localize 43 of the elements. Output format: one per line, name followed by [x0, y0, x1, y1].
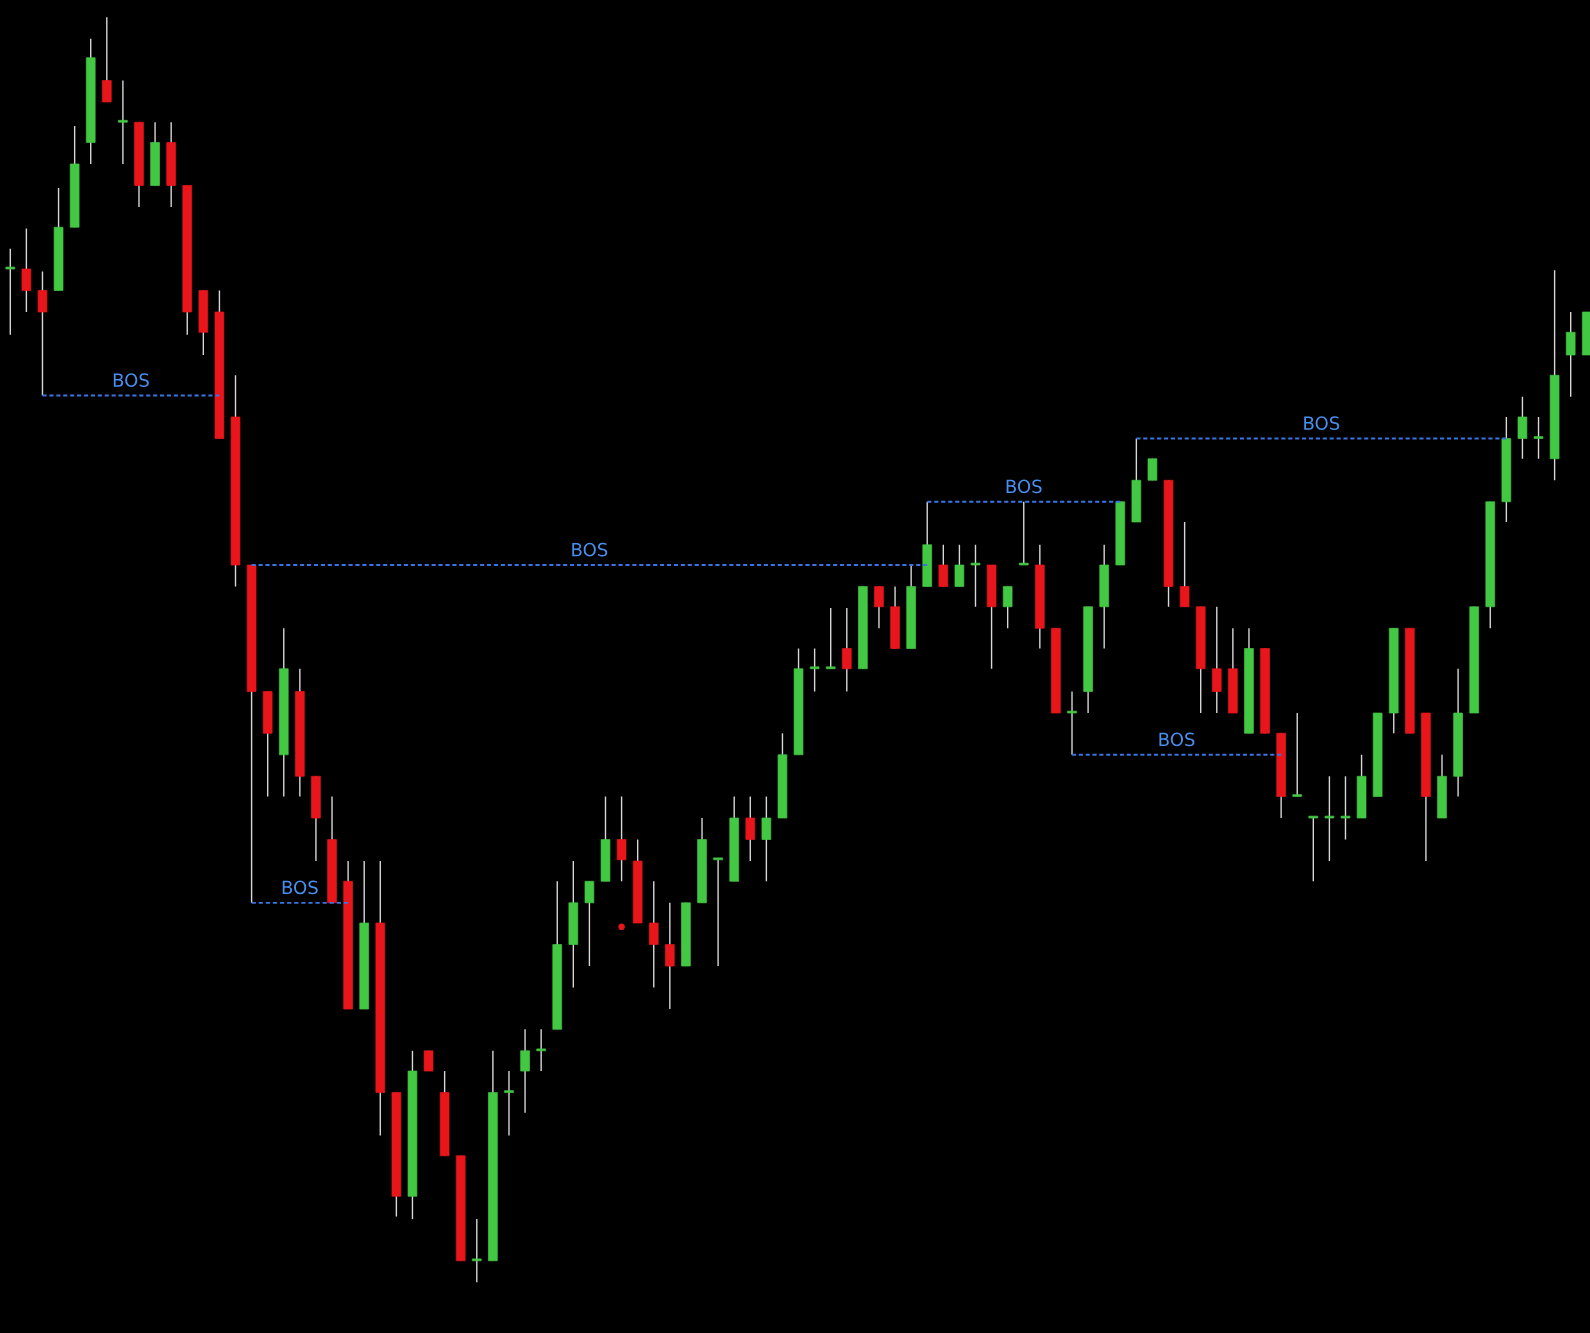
candlestick — [520, 1028, 530, 1114]
candlestick — [472, 1218, 482, 1284]
candlestick — [21, 227, 32, 313]
annotation: BOS — [282, 880, 318, 895]
candlestick — [1212, 606, 1222, 714]
candlestick — [809, 647, 820, 693]
candlestick — [665, 902, 675, 1010]
candlestick — [1324, 775, 1335, 862]
candlestick — [1517, 396, 1528, 460]
candlestick — [745, 795, 756, 862]
candlestick — [1565, 311, 1576, 398]
candlestick — [5, 248, 16, 336]
candlestick — [616, 795, 627, 882]
candlestick — [1340, 775, 1351, 841]
candlestick — [970, 544, 981, 608]
annotation: BOS — [1159, 732, 1195, 747]
candlestick — [954, 544, 965, 588]
candlestick — [1002, 585, 1013, 629]
candlestick — [1308, 815, 1319, 882]
candlestick — [37, 270, 48, 397]
candlestick — [504, 1070, 514, 1137]
annotation: BOS — [572, 542, 608, 557]
annotation: BOS — [1304, 416, 1340, 430]
candlestick — [1292, 712, 1302, 798]
candlestick — [761, 795, 772, 882]
candlestick — [1533, 416, 1544, 460]
candlestick — [825, 607, 836, 670]
candlestick — [842, 607, 852, 693]
candlestick — [423, 1050, 434, 1072]
candlestick — [874, 585, 884, 629]
candlestick — [536, 1028, 546, 1072]
annotation: BOS — [1006, 479, 1042, 494]
candlestick — [713, 857, 723, 967]
candlestick — [102, 16, 112, 103]
candlestick — [1147, 458, 1158, 481]
candlestick — [1018, 501, 1029, 566]
candlestick — [1067, 690, 1077, 756]
candlestick — [648, 880, 659, 989]
candlestick — [118, 79, 128, 165]
annotation: BOS — [113, 373, 149, 387]
candlestick — [584, 880, 595, 967]
candlestick — [938, 544, 949, 588]
candlestick — [1179, 521, 1190, 608]
